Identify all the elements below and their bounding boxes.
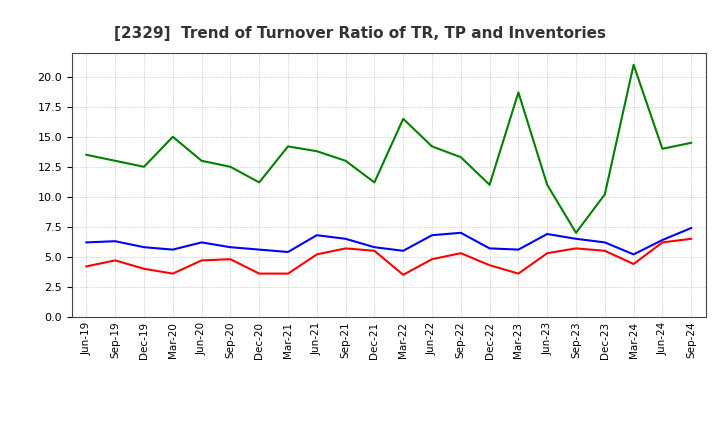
Trade Payables	[629, 252, 638, 257]
Trade Payables	[572, 236, 580, 242]
Trade Receivables	[514, 271, 523, 276]
Inventories	[687, 140, 696, 146]
Inventories	[82, 152, 91, 158]
Trade Payables	[312, 233, 321, 238]
Inventories	[629, 62, 638, 67]
Line: Trade Payables: Trade Payables	[86, 228, 691, 254]
Inventories	[255, 180, 264, 185]
Text: [2329]  Trend of Turnover Ratio of TR, TP and Inventories: [2329] Trend of Turnover Ratio of TR, TP…	[114, 26, 606, 41]
Trade Payables	[168, 247, 177, 252]
Trade Receivables	[485, 263, 494, 268]
Trade Receivables	[370, 248, 379, 253]
Trade Payables	[456, 230, 465, 235]
Inventories	[428, 144, 436, 149]
Trade Payables	[341, 236, 350, 242]
Trade Receivables	[168, 271, 177, 276]
Trade Receivables	[428, 257, 436, 262]
Inventories	[197, 158, 206, 163]
Inventories	[370, 180, 379, 185]
Trade Receivables	[543, 250, 552, 256]
Trade Payables	[111, 238, 120, 244]
Inventories	[341, 158, 350, 163]
Inventories	[658, 146, 667, 151]
Trade Receivables	[572, 246, 580, 251]
Inventories	[140, 164, 148, 169]
Trade Payables	[514, 247, 523, 252]
Inventories	[284, 144, 292, 149]
Trade Payables	[255, 247, 264, 252]
Inventories	[485, 182, 494, 187]
Inventories	[111, 158, 120, 163]
Inventories	[514, 90, 523, 95]
Inventories	[399, 116, 408, 121]
Trade Payables	[600, 240, 609, 245]
Inventories	[168, 134, 177, 139]
Inventories	[543, 182, 552, 187]
Trade Payables	[226, 245, 235, 250]
Trade Receivables	[456, 250, 465, 256]
Trade Receivables	[284, 271, 292, 276]
Line: Trade Receivables: Trade Receivables	[86, 239, 691, 275]
Trade Receivables	[687, 236, 696, 242]
Inventories	[226, 164, 235, 169]
Trade Receivables	[226, 257, 235, 262]
Trade Receivables	[341, 246, 350, 251]
Trade Payables	[197, 240, 206, 245]
Trade Receivables	[312, 252, 321, 257]
Trade Receivables	[82, 264, 91, 269]
Trade Receivables	[600, 248, 609, 253]
Trade Payables	[485, 246, 494, 251]
Trade Payables	[140, 245, 148, 250]
Inventories	[600, 192, 609, 197]
Trade Payables	[687, 225, 696, 231]
Trade Receivables	[111, 258, 120, 263]
Trade Receivables	[629, 261, 638, 267]
Trade Receivables	[399, 272, 408, 278]
Trade Payables	[428, 233, 436, 238]
Line: Inventories: Inventories	[86, 65, 691, 233]
Trade Receivables	[197, 258, 206, 263]
Trade Receivables	[140, 266, 148, 271]
Inventories	[312, 149, 321, 154]
Trade Payables	[658, 237, 667, 242]
Inventories	[572, 230, 580, 235]
Inventories	[456, 154, 465, 160]
Trade Payables	[370, 245, 379, 250]
Trade Payables	[543, 231, 552, 237]
Trade Payables	[82, 240, 91, 245]
Trade Payables	[399, 248, 408, 253]
Trade Receivables	[255, 271, 264, 276]
Trade Receivables	[658, 240, 667, 245]
Trade Payables	[284, 249, 292, 255]
